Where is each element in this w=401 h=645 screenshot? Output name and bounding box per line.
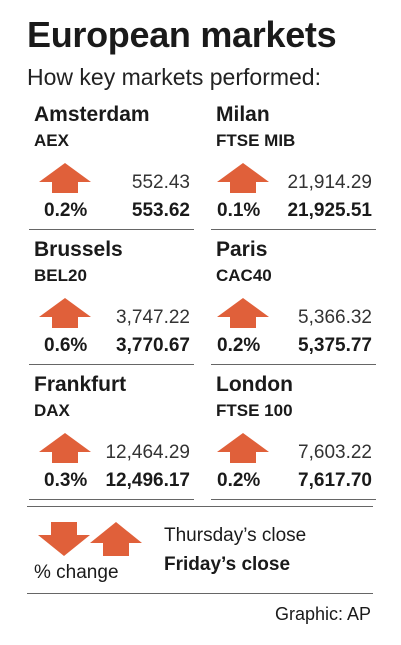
- divider-amsterdam: [29, 229, 194, 230]
- thursday-close-value: 21,914.29: [287, 172, 372, 193]
- arrow-down-icon: [38, 522, 90, 556]
- thursday-close-value: 3,747.22: [116, 307, 190, 328]
- market-index: FTSE 100: [216, 401, 293, 420]
- market-card-paris: Paris CAC40 5,366.32 0.2% 5,375.77: [211, 235, 376, 361]
- thursday-close-value: 552.43: [131, 172, 190, 193]
- market-index: FTSE MIB: [216, 131, 296, 150]
- market-card-frankfurt: Frankfurt DAX 12,464.29 0.3% 12,496.17: [29, 370, 194, 496]
- thursday-close-value: 5,366.32: [298, 307, 372, 328]
- percent-change-value: 0.2%: [217, 470, 261, 491]
- friday-close-value: 553.62: [131, 200, 190, 221]
- arrow-up-icon: [217, 433, 269, 463]
- divider-frankfurt: [29, 499, 194, 500]
- divider-legend-bottom: [27, 593, 373, 594]
- market-card-milan: Milan FTSE MIB 21,914.29 0.1% 21,925.51: [211, 100, 376, 226]
- percent-change-value: 0.2%: [217, 335, 261, 356]
- arrow-up-icon: [217, 163, 269, 193]
- divider-brussels: [29, 364, 194, 365]
- market-city: Brussels: [34, 238, 123, 261]
- divider-milan: [211, 229, 376, 230]
- chart-subtitle: How key markets performed:: [27, 64, 321, 90]
- arrow-up-icon: [39, 298, 91, 328]
- market-index: CAC40: [216, 266, 272, 285]
- market-card-brussels: Brussels BEL20 3,747.22 0.6% 3,770.67: [29, 235, 194, 361]
- percent-change-value: 0.1%: [217, 200, 261, 221]
- percent-change-value: 0.6%: [44, 335, 88, 356]
- arrow-up-icon: [217, 298, 269, 328]
- market-index: BEL20: [34, 266, 87, 285]
- chart-title: European markets: [27, 14, 337, 55]
- market-city: Amsterdam: [34, 103, 150, 126]
- market-card-london: London FTSE 100 7,603.22 0.2% 7,617.70: [211, 370, 376, 496]
- market-index: DAX: [34, 401, 70, 420]
- divider-london: [211, 499, 376, 500]
- market-city: Frankfurt: [34, 373, 127, 396]
- legend-change-label: % change: [34, 562, 119, 583]
- percent-change-value: 0.3%: [44, 470, 88, 491]
- friday-close-value: 12,496.17: [105, 470, 190, 491]
- friday-close-value: 5,375.77: [298, 335, 372, 356]
- thursday-close-value: 12,464.29: [105, 442, 190, 463]
- friday-close-value: 7,617.70: [298, 470, 372, 491]
- friday-close-value: 3,770.67: [116, 335, 190, 356]
- market-card-amsterdam: Amsterdam AEX 552.43 0.2% 553.62: [29, 100, 194, 226]
- market-city: Paris: [216, 238, 268, 261]
- legend-friday-label: Friday’s close: [164, 554, 291, 575]
- arrow-up-icon: [90, 522, 142, 556]
- arrow-up-icon: [39, 163, 91, 193]
- percent-change-value: 0.2%: [44, 200, 88, 221]
- legend-thursday-label: Thursday’s close: [164, 525, 307, 546]
- market-city: London: [216, 373, 293, 396]
- thursday-close-value: 7,603.22: [298, 442, 372, 463]
- market-city: Milan: [216, 103, 270, 126]
- friday-close-value: 21,925.51: [287, 200, 372, 221]
- divider-legend-top: [27, 506, 373, 507]
- arrow-up-icon: [39, 433, 91, 463]
- source-credit: Graphic: AP: [274, 604, 371, 624]
- divider-paris: [211, 364, 376, 365]
- market-index: AEX: [34, 131, 69, 150]
